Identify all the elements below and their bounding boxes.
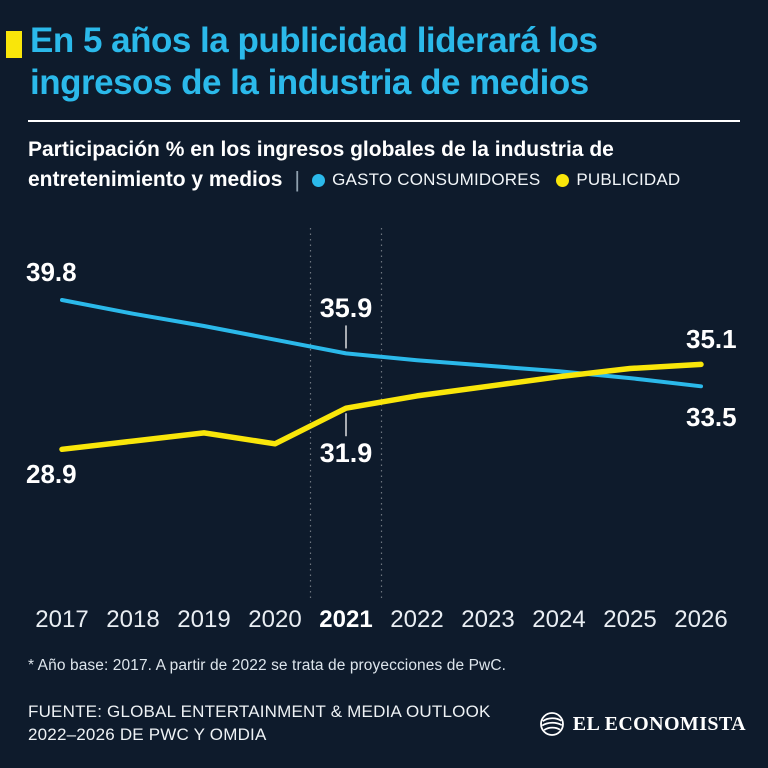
series-line-ads [59,361,704,453]
title-marker [6,31,22,58]
legend-label: GASTO CONSUMIDORES [332,170,541,189]
x-axis-label-2017: 2017 [35,606,89,633]
subtitle-line-2: entretenimiento y medios | GASTO CONSUMI… [28,167,748,193]
page-title: En 5 años la publicidad liderará los ingr… [30,20,750,104]
footnote: * Año base: 2017. A partir de 2022 se tr… [28,657,507,674]
x-axis-label-2021: 2021 [319,606,373,633]
title-line-2: ingresos de la industria de medios [30,63,589,102]
x-axis-label-2020: 2020 [248,606,302,633]
x-axis-label-2025: 2025 [603,606,657,633]
legend-item: PUBLICIDAD [556,170,680,190]
value-label-consumer-2021: 35.9 [319,293,373,323]
legend-label: PUBLICIDAD [576,170,681,189]
value-label-consumer-2026: 33.5 [686,402,737,432]
source-line-2: 2022–2026 DE PWC Y OMDIA [28,725,267,744]
value-label-ads-2026: 35.1 [686,324,737,354]
value-label-consumer-2017: 39.8 [26,257,77,287]
x-axis-label-2019: 2019 [177,606,231,633]
subtitle-line-1: Participación % en los ingresos globales… [28,138,614,161]
title-line-1: En 5 años la publicidad liderará los [30,21,598,60]
legend-dot-icon [312,173,326,187]
value-label-ads-2021: 31.9 [319,438,373,468]
source-line-1: FUENTE: GLOBAL ENTERTAINMENT & MEDIA OUT… [28,702,491,721]
source: FUENTE: GLOBAL ENTERTAINMENT & MEDIA OUT… [28,700,491,746]
subtitle-line-2-text: entretenimiento y medios [28,168,283,191]
x-axis: 2017 2018 2019 2020 2021 2022 2023 2024 2025 2026 [0,606,768,642]
el-economista-circle-icon [539,712,564,736]
x-axis-label-2023: 2023 [461,606,515,633]
value-label-ads-2017: 28.9 [26,459,77,489]
legend-dot-icon [556,173,570,187]
x-axis-label-2018: 2018 [106,606,160,633]
legend-separator: | [294,167,301,192]
publisher-logo: EL ECONOMISTA [539,711,746,737]
x-axis-label-2024: 2024 [532,606,586,633]
x-axis-label-2022: 2022 [390,606,444,633]
legend: GASTO CONSUMIDORES PUBLICIDAD [312,170,680,190]
divider [28,120,740,122]
legend-item: GASTO CONSUMIDORES [312,170,540,190]
line-chart [59,228,704,598]
x-axis-label-2026: 2026 [674,606,728,633]
publisher-logo-text: EL ECONOMISTA [572,712,746,735]
chart-subtitle: Participación % en los ingresos globales… [28,136,748,193]
